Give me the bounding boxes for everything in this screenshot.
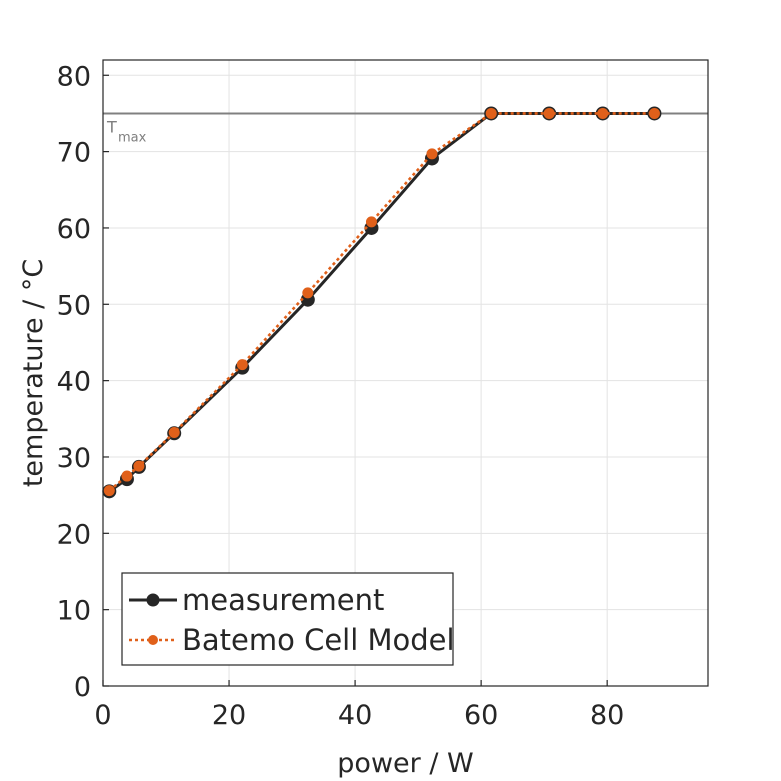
legend: measurement Batemo Cell Model bbox=[121, 572, 455, 666]
data-point-model bbox=[426, 148, 438, 160]
x-tick-label: 20 bbox=[212, 700, 246, 731]
data-point-model bbox=[597, 107, 609, 119]
data-point-model bbox=[648, 107, 660, 119]
data-point-model bbox=[236, 359, 248, 371]
data-point-model bbox=[103, 485, 115, 497]
y-tick-label: 0 bbox=[74, 672, 91, 703]
y-tick-label: 10 bbox=[57, 596, 91, 627]
legend-entry-label: measurement bbox=[182, 583, 384, 617]
data-point-model bbox=[485, 107, 497, 119]
y-tick-label: 80 bbox=[57, 61, 91, 92]
y-tick-label: 60 bbox=[57, 214, 91, 245]
y-tick-label: 30 bbox=[57, 443, 91, 474]
data-point-model bbox=[133, 460, 145, 472]
y-axis-label: temperature / °C bbox=[18, 259, 49, 487]
y-tick-label: 50 bbox=[57, 290, 91, 321]
legend-entry-label: Batemo Cell Model bbox=[182, 623, 455, 657]
x-tick-label: 0 bbox=[94, 700, 111, 731]
legend-swatch-marker bbox=[146, 593, 160, 607]
data-point-model bbox=[365, 216, 377, 228]
tmax-label-subscript: max bbox=[118, 130, 147, 145]
grid bbox=[102, 60, 708, 687]
y-tick-label: 20 bbox=[57, 519, 91, 550]
legend-box bbox=[121, 572, 454, 666]
tick-labels: 0 20 40 60 80 0 10 20 30 40 50 60 70 80 bbox=[57, 61, 625, 731]
data-point-model bbox=[543, 107, 555, 119]
y-tick-label: 70 bbox=[57, 138, 91, 169]
legend-swatch-marker bbox=[148, 635, 158, 645]
x-axis-label: power / W bbox=[337, 748, 473, 779]
tmax-label: T bbox=[106, 117, 117, 136]
y-tick-label: 40 bbox=[57, 367, 91, 398]
data-point-model bbox=[121, 470, 133, 482]
plot-frame bbox=[102, 59, 709, 687]
data-point-model bbox=[302, 287, 314, 299]
data-point-model bbox=[168, 427, 180, 439]
x-tick-label: 60 bbox=[464, 700, 498, 731]
x-tick-label: 80 bbox=[590, 700, 624, 731]
x-tick-label: 40 bbox=[338, 700, 372, 731]
